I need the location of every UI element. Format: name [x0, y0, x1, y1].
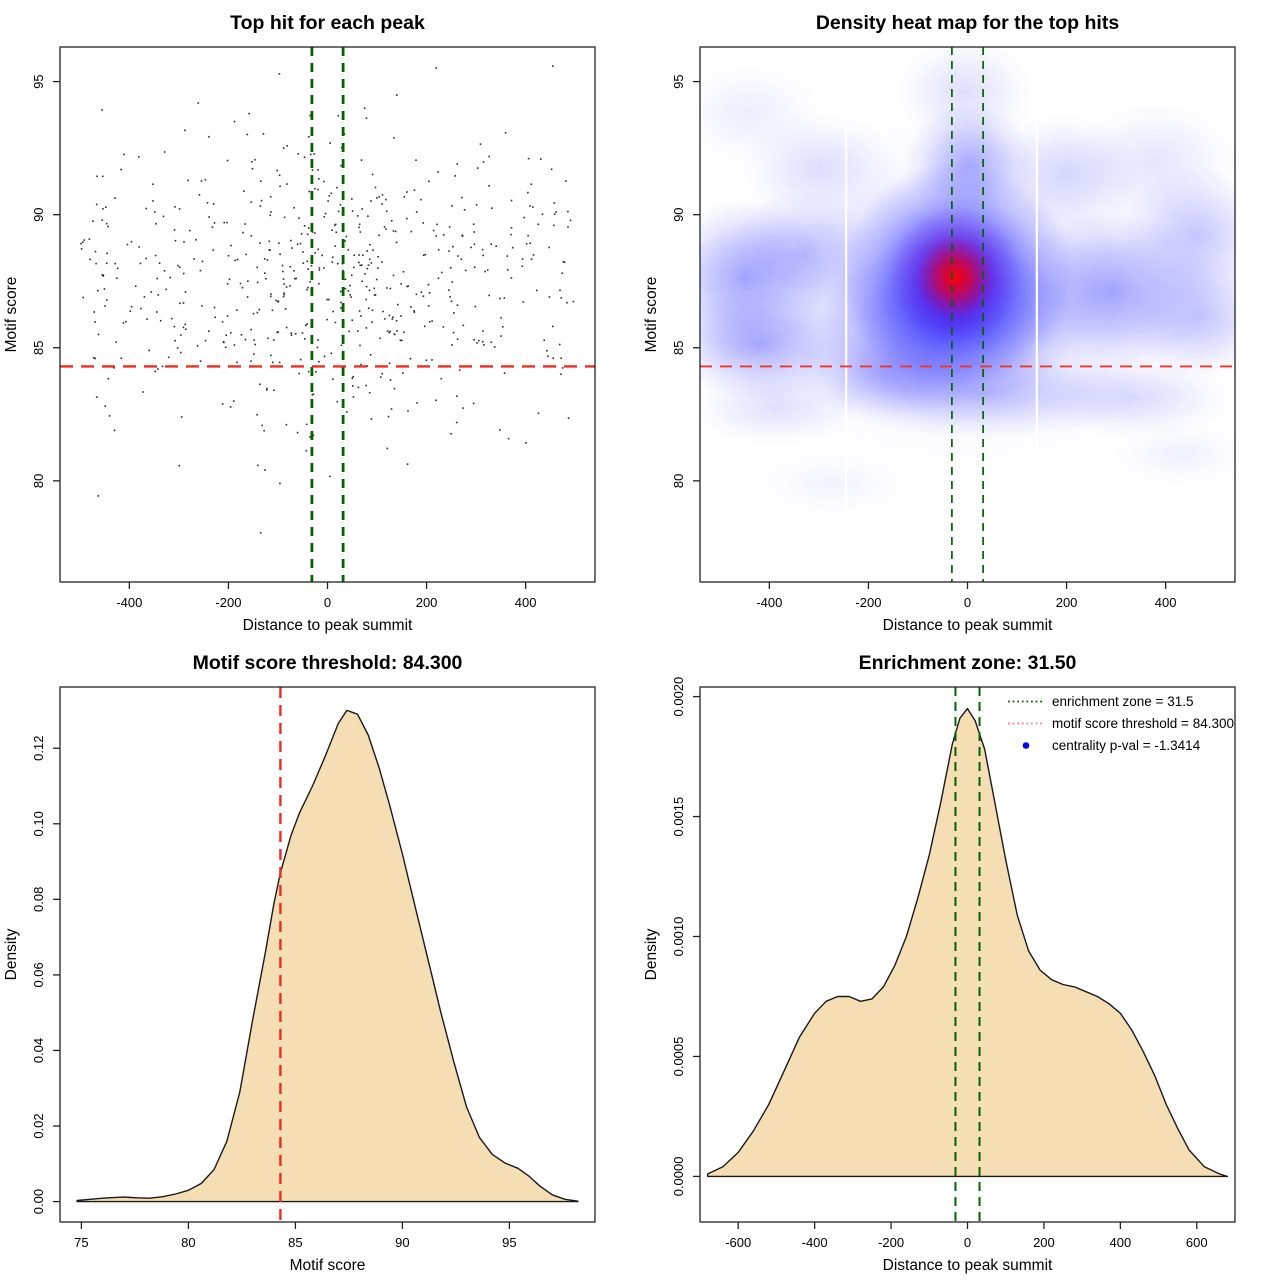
y-tick-label: 90: [31, 207, 46, 221]
y-tick-label: 0.00: [31, 1189, 46, 1214]
density-blob: [1106, 419, 1235, 489]
density-blob: [749, 448, 918, 519]
x-tick-label: 200: [1056, 595, 1078, 610]
y-tick-label: 90: [671, 207, 686, 221]
plot-border: [59, 46, 596, 583]
x-tick-label: -600: [725, 1235, 751, 1250]
plot-title: Density heat map for the top hits: [816, 12, 1120, 34]
y-tick-label: 85: [671, 341, 686, 355]
y-axis-label: Density: [643, 928, 660, 980]
legend-point-swatch: [1022, 742, 1030, 749]
y-tick-label: 0.0000: [671, 1157, 686, 1197]
y-tick-label: 0.0005: [671, 1037, 686, 1077]
x-tick-label: 95: [502, 1235, 516, 1250]
x-tick-label: -200: [878, 1235, 904, 1250]
legend: enrichment zone = 31.5 motif score thresh…: [1008, 694, 1234, 753]
legend-label: centrality p-val = -1.3414: [1052, 738, 1201, 753]
y-tick-label: 95: [31, 74, 46, 88]
x-tick-label: 0: [324, 595, 331, 610]
y-tick-label: 85: [31, 341, 46, 355]
y-tick-label: 0.0010: [671, 917, 686, 957]
x-tick-label: 90: [395, 1235, 409, 1250]
density-blob: [1036, 358, 1235, 439]
y-tick-label: 80: [671, 474, 686, 488]
y-tick-label: 0.06: [31, 962, 46, 987]
x-axis-label: Distance to peak summit: [883, 1257, 1053, 1274]
density-blob: [916, 235, 994, 319]
x-axis-label: Motif score: [290, 1257, 366, 1274]
scatter-plot-top-hits: -400 -200 0 200 400 80 85 90 95 Top hit for each …: [3, 12, 596, 634]
x-tick-label: -200: [215, 595, 241, 610]
y-axis-label: Motif score: [3, 277, 20, 353]
x-tick-label: -400: [756, 595, 782, 610]
density-curve: [76, 709, 579, 1203]
plot-title: Top hit for each peak: [230, 12, 425, 34]
plot-area: [76, 687, 579, 1222]
panel-distance-density: -600 -400 -200 0 200 400 600 0.0000 0.0005 0.0010…: [640, 640, 1280, 1280]
y-tick-label: 0.10: [31, 811, 46, 836]
density-curve: [706, 707, 1229, 1178]
x-tick-label: 400: [515, 595, 537, 610]
x-tick-label: 200: [416, 595, 438, 610]
x-tick-label: 600: [1186, 1235, 1208, 1250]
y-axis-label: Density: [3, 928, 20, 980]
y-tick-label: 0.0020: [671, 677, 686, 717]
x-tick-label: -400: [116, 595, 142, 610]
y-tick-label: 0.02: [31, 1113, 46, 1138]
x-tick-label: 200: [1033, 1235, 1055, 1250]
y-tick-label: 95: [671, 74, 686, 88]
x-tick-label: 85: [288, 1235, 302, 1250]
panel-density-heatmap: -400 -200 0 200 400 80 85 90 95 Density heat map …: [640, 0, 1280, 640]
plot-title: Motif score threshold: 84.300: [193, 652, 463, 674]
x-tick-label: 75: [74, 1235, 88, 1250]
x-axis-label: Distance to peak summit: [883, 617, 1053, 634]
plot-border: [59, 686, 596, 1223]
x-axis-label: Distance to peak summit: [243, 617, 413, 634]
x-tick-label: 80: [181, 1235, 195, 1250]
plot-area: [706, 687, 1229, 1222]
x-tick-label: -200: [855, 595, 881, 610]
density-blob: [895, 47, 1035, 149]
x-tick-label: 0: [964, 595, 971, 610]
x-tick-label: -400: [802, 1235, 828, 1250]
y-axis-label: Motif score: [643, 277, 660, 353]
density-blob: [1126, 251, 1235, 380]
y-tick-label: 0.0015: [671, 797, 686, 837]
x-tick-label: 400: [1110, 1235, 1132, 1250]
x-tick-label: 400: [1155, 595, 1177, 610]
scatter-points: [80, 65, 575, 534]
density-blob: [700, 60, 824, 167]
legend-label: enrichment zone = 31.5: [1052, 694, 1193, 709]
heatmap-plot-top-hits: -400 -200 0 200 400 80 85 90 95 Density heat map …: [643, 12, 1236, 634]
y-tick-label: 0.04: [31, 1038, 46, 1063]
y-tick-label: 0.08: [31, 887, 46, 912]
legend-label: motif score threshold = 84.300: [1052, 716, 1234, 731]
panel-top-hit-scatter: -400 -200 0 200 400 80 85 90 95 Top hit for each …: [0, 0, 640, 640]
plot-area: [60, 47, 595, 582]
y-tick-label: 80: [31, 474, 46, 488]
x-tick-label: 0: [964, 1235, 971, 1250]
plot-title: Enrichment zone: 31.50: [859, 652, 1077, 674]
density-plot-distance: -600 -400 -200 0 200 400 600 0.0000 0.0005 0.0010…: [643, 652, 1236, 1274]
density-plot-motif-score: 75 80 85 90 95 0.00 0.02 0.04 0.06 0.08 0.10 0.12 Mo…: [3, 652, 596, 1274]
density-blob: [700, 366, 859, 447]
y-tick-label: 0.12: [31, 736, 46, 761]
plot-area: [700, 47, 1235, 582]
panel-motif-score-density: 75 80 85 90 95 0.00 0.02 0.04 0.06 0.08 0.10 0.12 Mo…: [0, 640, 640, 1280]
